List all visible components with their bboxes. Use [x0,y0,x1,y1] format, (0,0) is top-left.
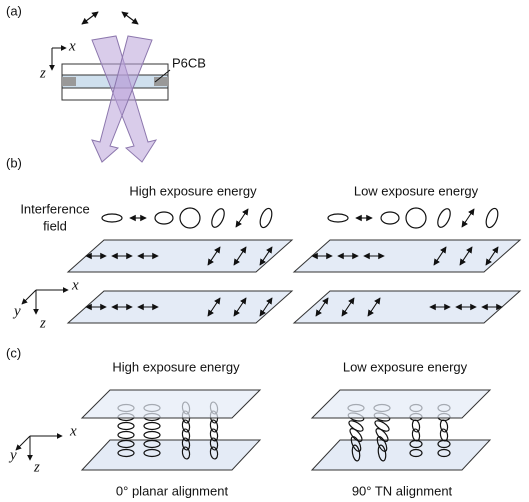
substrate [312,440,490,470]
axis-label: z [33,459,40,475]
axis-label: x [71,277,79,293]
polarization [209,207,227,229]
polarization [484,207,500,229]
polarization [406,208,426,228]
diagram: (a) x z P6CB (b) High exposure energy Lo… [0,0,529,502]
molecule [118,432,134,439]
axis-label: z [39,65,46,81]
substrate [82,440,260,470]
column-title: Low exposure energy [343,359,468,374]
substrate [82,390,260,418]
molecule [118,423,134,430]
axis [16,436,30,450]
column-title: Low exposure energy [354,183,479,198]
polarization [328,214,348,222]
panel-b: (b) High exposure energy Low exposure en… [6,155,520,331]
column-title: High exposure energy [129,183,257,198]
column-title: High exposure energy [112,359,240,374]
substrate [312,390,490,418]
polarization [236,209,248,227]
polarization [122,12,138,24]
polarization [381,212,399,224]
panel-c: (c) High exposure energy Low exposure en… [6,345,490,498]
polarization [82,12,98,24]
row-label: Interference [20,201,89,216]
axis-label: x [69,423,77,439]
caption: 0° planar alignment [116,483,229,498]
molecule [144,432,160,439]
panel-label: (b) [6,155,22,170]
polarization [435,207,453,229]
polarization [258,207,274,229]
polarization [462,209,474,227]
spacer [62,77,76,86]
caption: 90° TN alignment [352,483,453,498]
polarization [155,212,173,224]
molecule [144,423,160,430]
axis [22,290,36,304]
panel-label: (a) [6,3,22,18]
polarization [180,208,200,228]
axis-label: x [68,38,76,54]
axis-label: y [12,303,21,319]
panel-label: (c) [6,345,21,360]
axis-label: z [39,315,46,331]
axis-label: y [8,447,17,463]
polarization [102,214,122,222]
material-label: P6CB [172,55,206,70]
panel-a: (a) x z P6CB [6,3,206,162]
row-label: field [43,218,67,233]
